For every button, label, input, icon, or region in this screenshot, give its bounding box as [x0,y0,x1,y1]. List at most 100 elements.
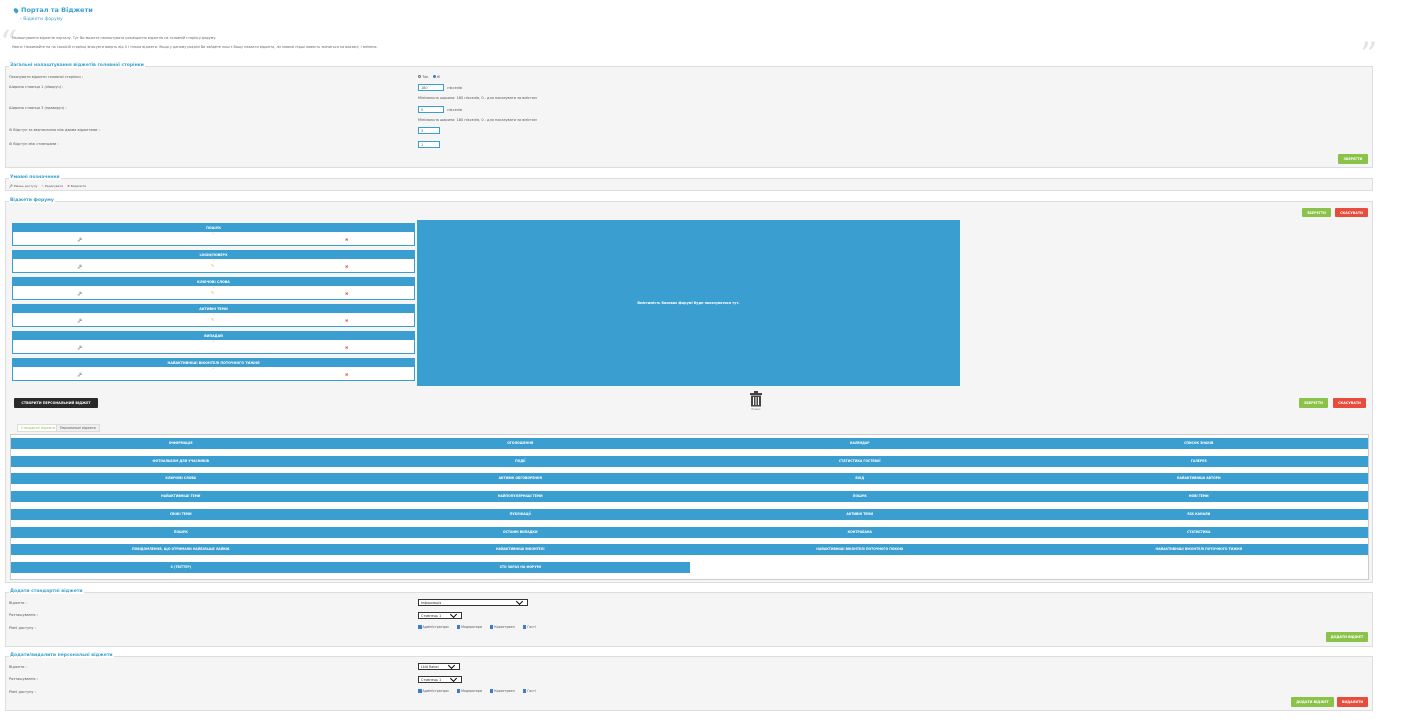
widget-item[interactable]: КЛЮЧОВІ СЛОВА — 🗝 ✎ ✖ [12,277,415,300]
general-save-button[interactable]: ЗБЕРЕГТИ [1338,154,1368,164]
delete-icon[interactable]: ✖ [345,345,349,350]
widgets-cancel-button-top[interactable]: СКАСУВАТИ [1335,208,1368,217]
widget-item[interactable]: LOGIN/ПОВЕРХ — 🗝 ✎ ✖ [12,250,415,273]
delete-icon[interactable]: ✖ [345,372,349,377]
trash-area[interactable]: Кошик [748,391,764,411]
key-icon[interactable]: 🗝 [77,372,83,377]
checkbox-checked-icon [418,625,422,629]
standard-widget-cell[interactable]: ІНФОРМАЦІЯ [11,438,351,449]
standard-widget-cell[interactable]: КОНТРАБАНА [690,526,1030,538]
show-widgets-radios: Так Ні [418,75,440,79]
std-access-moderators[interactable]: Модератори [456,625,482,629]
breadcrumb[interactable]: › Віджети форуму [20,17,63,22]
legend-panel: Умовні позначення 🗝 Рівень доступу ✎ Ред… [5,175,1373,191]
pers-access-users[interactable]: Користувачі [489,689,515,693]
standard-widget-cell[interactable]: ОСТАННІ ВИПАДКИ [350,526,690,538]
std-access-admin[interactable]: Адміністратори [418,625,449,629]
standard-widget-cell[interactable]: НАЙАКТИВНІШІ АВТОРИ [1029,473,1368,485]
key-icon[interactable]: 🗝 [77,291,83,296]
standard-widget-cell[interactable]: ОГОЛОШЕННЯ [350,438,690,449]
standard-widget-cell[interactable]: НАЙПОПУЛЯРНІШІ ТЕМИ [350,491,690,503]
standard-widget-cell[interactable]: ФОТОАЛЬБОМ ДЛЯ УЧАСНИКІВ [11,455,351,467]
edit-icon[interactable]: ✎ [211,317,215,322]
standard-widget-cell[interactable]: НАЙАКТИВНІШІ ВІКОНТЕЛІ ПОТОЧНОГО ПОКОЮ [690,544,1030,556]
col1-width-hint: Мінімальна ширина: 180 пікселів, 0 - для… [418,96,537,100]
widgets-cancel-button-bottom[interactable]: СКАСУВАТИ [1333,398,1366,408]
delete-icon[interactable]: ✖ [345,264,349,269]
column-gap-input[interactable]: 1 [418,141,440,148]
standard-widget-cell[interactable]: НАЙАКТИВНІШІ ВІКОНТЕЛІ ПОТОЧНОГО ТИЖНЯ [1029,544,1368,556]
checkbox-checked-icon [522,625,527,629]
delete-icon[interactable]: ✖ [345,291,349,296]
standard-widget-cell[interactable]: RSS КАНАЛИ [1029,508,1368,520]
standard-widget-cell[interactable]: НАЙАКТИВНІШІ ВІКОНТЕЛІ [350,544,690,556]
edit-icon[interactable]: ✎ [211,263,215,268]
tab-standard-widgets[interactable]: Стандартні віджети [17,424,59,432]
standard-widget-cell[interactable]: ПУБЛІКАЦІЇ [350,508,690,520]
standard-widgets-grid: ІНФОРМАЦІЯ ОГОЛОШЕННЯ КАЛЕНДАР СПИСОК ЗНАКІ… [10,434,1369,580]
widget-desc: — [212,286,215,289]
widgets-save-button-top[interactable]: ЗБЕРЕГТИ [1302,208,1331,217]
standard-widget-cell[interactable]: АКТИВНІ ОБГОВОРЕННЯ [350,473,690,485]
chevron-down-icon [447,661,456,669]
vertical-gap-input[interactable]: 3 [418,127,440,134]
standard-widget-cell[interactable]: КАЛЕНДАР [690,438,1030,449]
std-place-select[interactable]: Стовпець 1 [418,610,462,619]
pers-widget-select[interactable]: Lkld Rabel [418,661,460,670]
add-personal-widget-button[interactable]: ДОДАТИ ВІДЖЕТ [1291,697,1334,707]
pers-access-admin[interactable]: Адміністратори [418,689,449,693]
key-icon[interactable]: 🗝 [77,318,83,323]
key-icon[interactable]: 🗝 [77,237,83,242]
widget-item[interactable]: ВИПАДАЙ — 🗝 ✖ [12,331,415,354]
widget-item[interactable]: НАЙАКТИВНІШІ ВІКОНТЕЛІ ПОТОЧНОГО ТИЖНЯ — 🗝… [12,358,415,381]
standard-widget-cell[interactable]: ПОШУК [690,491,1030,503]
col1-width-input[interactable]: 180 [418,84,444,91]
standard-widget-cell[interactable]: НАЙАКТИВНІШІ ТЕМИ [11,491,351,503]
delete-icon[interactable]: ✖ [345,318,349,323]
pers-widget-label: Віджети : [9,665,27,669]
standard-widget-cell[interactable]: НОВІ ТЕМИ [1029,491,1368,503]
standard-widget-cell[interactable]: АКТИВНІ ТЕМИ [690,508,1030,520]
tab-personal-widgets[interactable]: Персональні віджети [56,424,100,432]
checkbox-checked-icon [489,625,494,629]
add-standard-widget-button[interactable]: ДОДАТИ ВІДЖЕТ [1326,632,1368,642]
std-widget-select[interactable]: Інформація [418,597,528,606]
std-access-guests[interactable]: Гості [522,625,536,629]
standard-widget-cell[interactable]: ГАЛЕРЕЯ [1029,455,1368,467]
widget-drop-area[interactable]: Вмістимість базових форумі буде показува… [417,220,960,386]
key-icon[interactable]: 🗝 [77,345,83,350]
standard-widget-cell[interactable]: ПОДІЇ [350,455,690,467]
standard-widget-cell[interactable]: СВІЖІ ТЕМИ [11,508,351,520]
pers-access-guests[interactable]: Гості [522,689,536,693]
standard-widget-cell[interactable]: ПОШУК [11,526,351,538]
legend-title: Умовні позначення [9,175,61,180]
delete-icon[interactable]: ✖ [345,237,349,242]
widget-title: АКТИВНІ ТЕМИ [13,305,414,313]
widget-item[interactable]: ПОШУК — 🗝 ✖ [12,223,415,246]
standard-widget-cell[interactable]: ПОВІДОМЛЕННЯ, ЩО ОТРИМАЛИ НАЙБІЛЬШЕ ЛАЙК… [11,544,351,556]
widget-item[interactable]: АКТИВНІ ТЕМИ — 🗝 ✎ ✖ [12,304,415,327]
column-gap-label: ⚙ Відступ між стовпцями : [9,142,59,146]
widgets-save-button-bottom[interactable]: ЗБЕРЕГТИ [1299,398,1328,408]
col3-width-input[interactable]: 0 [418,106,444,113]
edit-icon[interactable]: ✎ [211,290,215,295]
vertical-gap-label: ⚙ Відступ за вертикаллю між двома віджет… [9,128,100,132]
col1-width-group: 180 пікселів [418,84,462,91]
pers-place-select[interactable]: Стовпець 1 [418,674,462,683]
standard-widget-cell[interactable]: X (ТВІТТЕР) [11,561,351,573]
pers-access-label: Рівні доступу : [9,690,36,694]
pers-access-moderators[interactable]: Модератори [456,689,482,693]
std-access-users[interactable]: Користувачі [489,625,515,629]
delete-personal-widget-button[interactable]: ВИДАЛИТИ [1337,697,1368,707]
std-access-label: Рівні доступу : [9,626,36,630]
radio-no[interactable] [432,75,436,78]
standard-widget-cell[interactable]: СПИСОК ЗНАКІВ [1029,438,1368,449]
standard-widget-cell[interactable]: ВХІД [690,473,1030,485]
standard-widget-cell[interactable]: СТАТИСТИКА [1029,526,1368,538]
standard-widget-cell[interactable]: КЛЮЧОВІ СЛОВА [11,473,351,485]
create-personal-widget-button[interactable]: СТВОРИТИ ПЕРСОНАЛЬНИЙ ВІДЖЕТ [14,398,98,408]
key-icon[interactable]: 🗝 [77,264,83,269]
standard-widget-cell[interactable]: ХТО ЗАРАЗ НА ФОРУМІ [350,561,690,573]
radio-yes[interactable] [418,75,421,78]
standard-widget-cell[interactable]: СТАТИСТИКА ГОСТЕВОЇ [690,455,1030,467]
